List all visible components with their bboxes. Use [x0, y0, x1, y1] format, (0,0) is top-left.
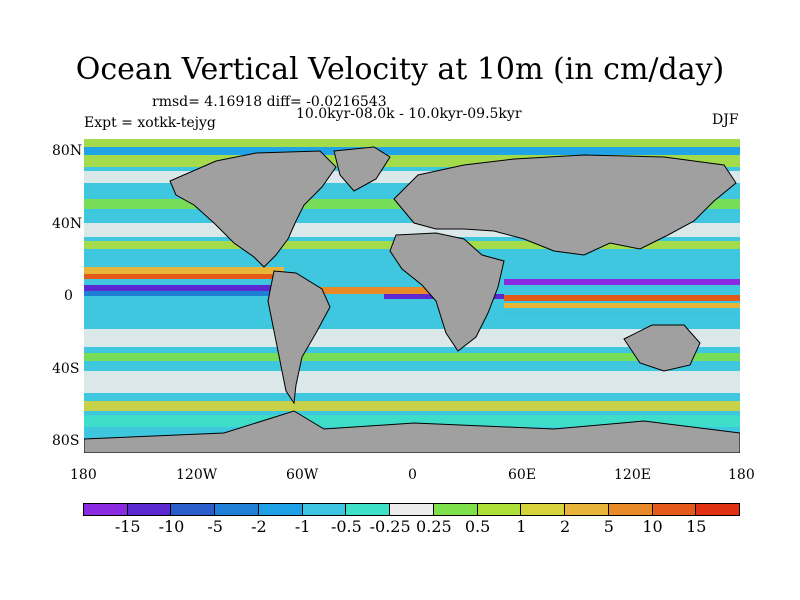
antarctica — [84, 410, 740, 453]
colorbar-label: 2 — [559, 517, 571, 536]
colorbar — [83, 503, 741, 516]
colorbar-swatch — [695, 503, 741, 516]
experiment-label: Expt = xotkk-tejyg — [84, 115, 216, 131]
rmsd-diff-stats: rmsd= 4.16918 diff= -0.0216543 — [152, 94, 387, 110]
colorbar-label: 15 — [686, 517, 707, 536]
comparison-period: 10.0kyr-08.0k - 10.0kyr-09.5kyr — [296, 106, 522, 122]
colorbar-label: -15 — [114, 517, 141, 536]
colorbar-swatch — [476, 503, 522, 516]
colorbar-swatch — [83, 503, 128, 516]
colorbar-swatch — [432, 503, 478, 516]
colorbar-label: -5 — [207, 517, 223, 536]
colorbar-label: 0.5 — [464, 517, 491, 536]
colorbar-swatch — [564, 503, 609, 516]
colorbar-swatch — [345, 503, 391, 516]
chart-title: Ocean Vertical Velocity at 10m (in cm/da… — [75, 52, 725, 87]
north-america — [169, 150, 337, 268]
lat-label-40s: 40S — [52, 361, 80, 377]
colorbar-label: 1 — [516, 517, 527, 536]
eurasia — [393, 154, 737, 256]
map-panel — [84, 139, 740, 453]
lat-label-40n: 40N — [52, 216, 83, 232]
colorbar-label: -0.5 — [330, 517, 362, 536]
colorbar-swatch — [520, 503, 566, 516]
colorbar-label: 5 — [603, 517, 614, 536]
australia — [623, 324, 701, 372]
season-label: DJF — [712, 112, 739, 128]
lon-label-180w: 180 — [70, 467, 97, 483]
colorbar-label: -1 — [294, 517, 311, 536]
colorbar-swatch — [651, 503, 697, 516]
lon-label-120w: 120W — [176, 467, 218, 483]
colorbar-label: -0.25 — [369, 517, 411, 536]
south-america — [267, 270, 331, 405]
lon-label-180e: 180 — [728, 467, 755, 483]
colorbar-swatch — [214, 503, 259, 516]
africa — [389, 232, 505, 352]
lon-label-60w: 60W — [286, 467, 319, 483]
greenland — [333, 146, 391, 192]
colorbar-label: -2 — [251, 517, 267, 536]
colorbar-swatch — [170, 503, 216, 516]
lat-label-80s: 80S — [52, 433, 80, 449]
colorbar-swatch — [607, 503, 653, 516]
lon-label-120e: 120E — [614, 467, 651, 483]
lon-label-0: 0 — [408, 467, 417, 483]
colorbar-swatch — [126, 503, 172, 516]
lat-label-0: 0 — [64, 288, 73, 304]
colorbar-swatch — [389, 503, 434, 516]
lon-label-60e: 60E — [508, 467, 537, 483]
colorbar-label: 0.25 — [416, 517, 452, 536]
colorbar-label: 10 — [642, 517, 663, 536]
lat-label-80n: 80N — [52, 143, 83, 159]
colorbar-label: -10 — [158, 517, 185, 536]
land-masses — [84, 146, 740, 453]
colorbar-swatch — [301, 503, 347, 516]
ocean-velocity-map — [84, 139, 740, 453]
colorbar-swatch — [257, 503, 303, 516]
